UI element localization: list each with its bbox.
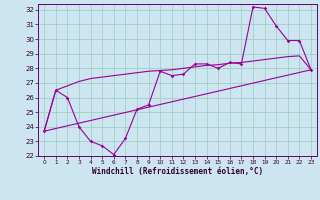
X-axis label: Windchill (Refroidissement éolien,°C): Windchill (Refroidissement éolien,°C) (92, 167, 263, 176)
